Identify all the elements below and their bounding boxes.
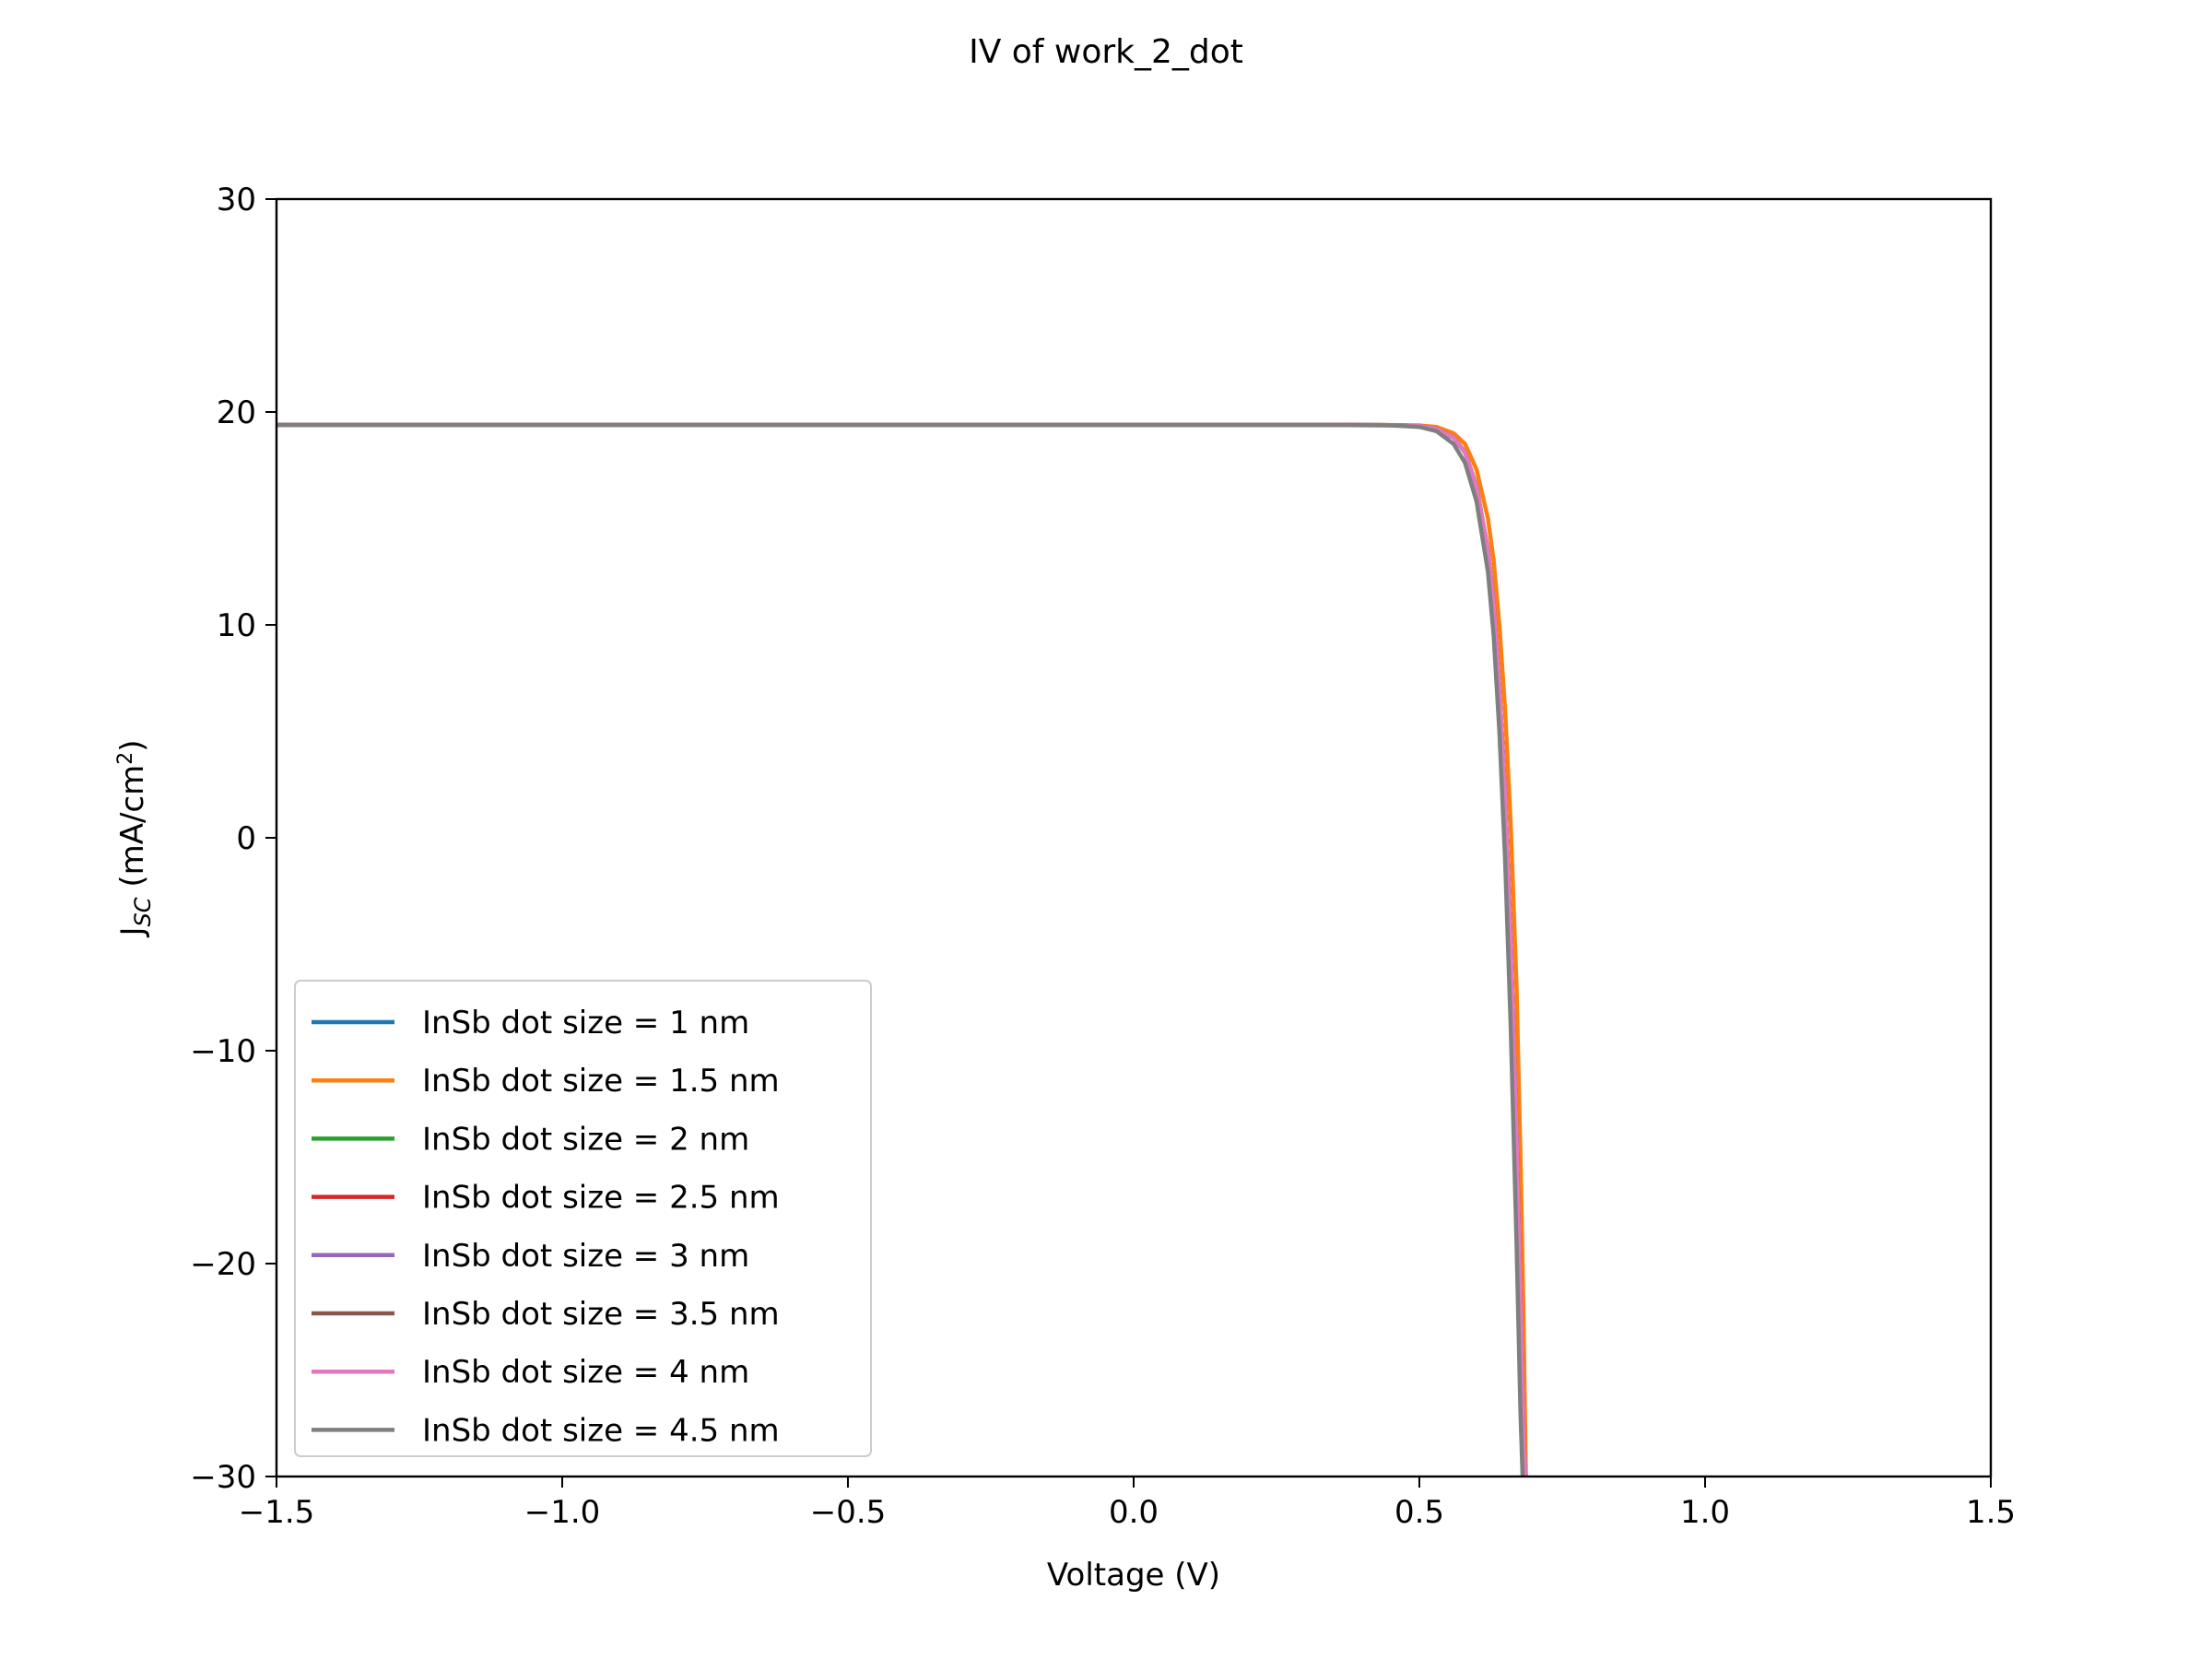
- x-tick-label: −0.5: [810, 1494, 887, 1531]
- y-tick-label: −30: [190, 1459, 256, 1496]
- x-tick-label: 0.5: [1394, 1494, 1444, 1531]
- x-tick-label: 0.0: [1109, 1494, 1159, 1531]
- legend-label: InSb dot size = 2.5 nm: [422, 1180, 780, 1217]
- x-tick-label: 1.0: [1680, 1494, 1730, 1531]
- y-tick-label: 0: [236, 820, 256, 857]
- x-tick-label: −1.0: [524, 1494, 601, 1531]
- series-line-8: [276, 422, 1525, 1477]
- y-tick-label: 30: [217, 182, 256, 218]
- legend-label: InSb dot size = 1 nm: [422, 1005, 749, 1041]
- x-tick-label: 1.5: [1966, 1494, 2016, 1531]
- x-axis-label: Voltage (V): [1047, 1557, 1220, 1594]
- legend-label: InSb dot size = 1.5 nm: [422, 1063, 780, 1100]
- y-tick-label: −20: [190, 1246, 256, 1283]
- x-axis: −1.5 −1.0 −0.5 0.0 0.5 1.0 1.5: [239, 1477, 2016, 1531]
- legend: InSb dot size = 1 nm InSb dot size = 1.5 …: [294, 980, 872, 1457]
- legend-label: InSb dot size = 3 nm: [422, 1238, 749, 1275]
- chart-title: IV of work_2_dot: [969, 33, 1243, 71]
- x-tick-label: −1.5: [239, 1494, 315, 1531]
- series-lines: [276, 422, 1528, 1477]
- legend-label: InSb dot size = 4 nm: [422, 1354, 749, 1391]
- y-axis-label: JSC (mA/cm2): [114, 739, 156, 937]
- legend-items: InSb dot size = 1 nm InSb dot size = 1.5 …: [312, 1005, 780, 1449]
- y-tick-label: 20: [217, 394, 256, 431]
- legend-label: InSb dot size = 4.5 nm: [422, 1412, 780, 1449]
- legend-label: InSb dot size = 3.5 nm: [422, 1296, 780, 1333]
- y-axis: −30 −20 −10 0 10 20 30: [190, 182, 276, 1496]
- y-tick-label: 10: [217, 607, 256, 644]
- y-tick-label: −10: [190, 1033, 256, 1070]
- legend-frame: [294, 980, 872, 1457]
- legend-label: InSb dot size = 2 nm: [422, 1121, 749, 1158]
